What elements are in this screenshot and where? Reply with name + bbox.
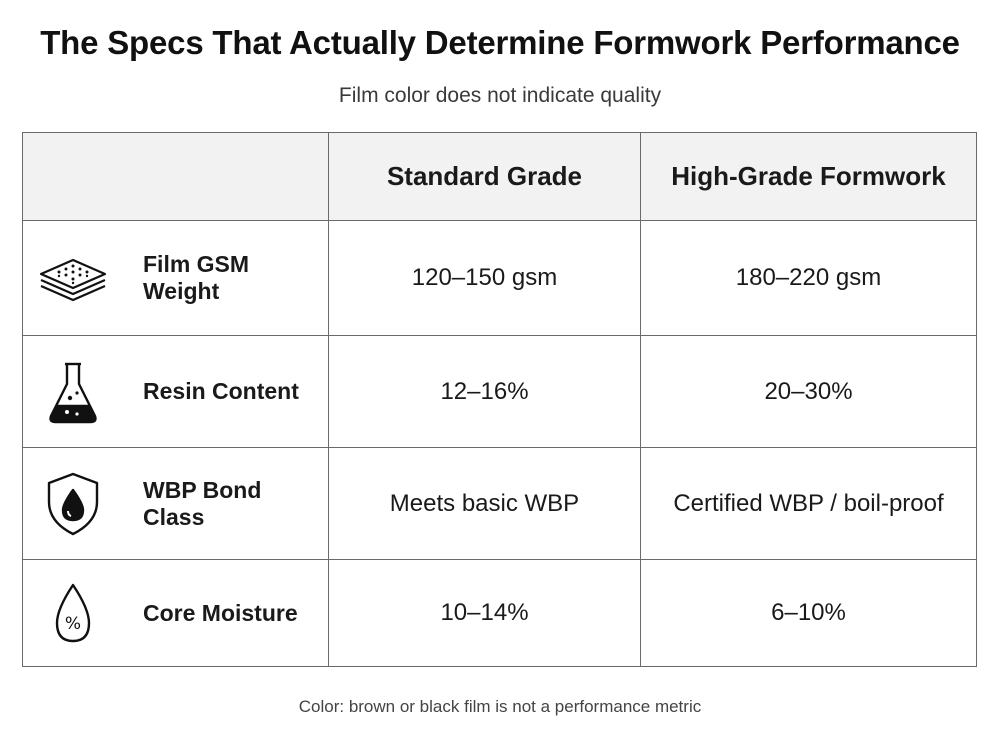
row-label-moisture: % Core Moisture (23, 560, 329, 666)
moisture-drop-percent-icon: % (37, 577, 109, 649)
footer-note: Color: brown or black film is not a perf… (298, 697, 702, 716)
row-label-text: WBP Bond Class (143, 476, 262, 530)
page-title: The Specs That Actually Determine Formwo… (40, 24, 960, 61)
header-standard-grade: Standard Grade (329, 133, 641, 221)
cell-high-moisture: 6–10% (771, 599, 846, 626)
header-high-grade: High-Grade Formwork (641, 133, 976, 221)
cell-standard-moisture: 10–14% (329, 560, 641, 666)
svg-text:%: % (65, 614, 81, 634)
layered-sheets-icon (37, 242, 109, 314)
row-label-wbp: WBP Bond Class (23, 448, 329, 560)
cell-high-resin: 20–30% (641, 336, 976, 448)
row-label-resin: Resin Content (23, 336, 329, 448)
shield-drop-icon (37, 468, 109, 540)
cell-standard-gsm: 120–150 gsm (329, 221, 641, 336)
row-label-text: Film GSM Weight (143, 251, 250, 304)
header-cell-empty (23, 133, 329, 221)
row-label-film-gsm: Film GSM Weight (23, 221, 329, 336)
cell-standard-resin: 12–16% (329, 336, 641, 448)
page-subtitle: Film color does not indicate quality (338, 84, 662, 107)
cell-high-wbp: Certified WBP / boil-proof (641, 448, 976, 560)
flask-icon (37, 356, 109, 428)
spec-comparison-table: Standard Grade High-Grade Formwork Film … (22, 132, 977, 667)
cell-high-gsm: 180–220 gsm (641, 221, 976, 336)
row-label-text: Resin Content (143, 378, 299, 404)
row-label-text: Core Moisture (143, 599, 298, 626)
cell-standard-wbp: Meets basic WBP (329, 448, 641, 560)
